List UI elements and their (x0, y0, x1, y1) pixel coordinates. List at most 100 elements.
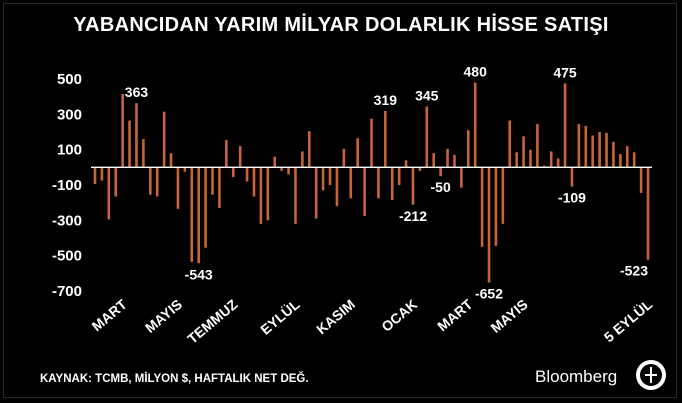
bar (487, 167, 491, 283)
bar (155, 167, 159, 197)
bar (480, 167, 484, 247)
bar (418, 167, 422, 171)
ht-logo-icon (636, 360, 666, 390)
bar (280, 167, 283, 171)
bar (460, 167, 463, 188)
bar (266, 167, 270, 221)
bar (100, 167, 104, 181)
bar (149, 167, 152, 195)
bar (646, 167, 650, 260)
bar (301, 151, 304, 168)
bar (501, 167, 505, 224)
bar (162, 111, 166, 168)
data-label: -212 (399, 208, 427, 224)
bar (307, 131, 311, 168)
x-tick-label: TEMMUZ (184, 296, 240, 347)
bar (384, 110, 387, 168)
bar (612, 141, 615, 168)
bar (411, 167, 415, 205)
bar (128, 120, 131, 168)
data-label: 345 (415, 87, 439, 103)
bloomberg-logo: Bloomberg (535, 367, 618, 386)
bar (142, 139, 145, 168)
bar (619, 154, 622, 168)
bar (446, 148, 449, 168)
bar (473, 82, 477, 168)
bar (169, 153, 173, 168)
y-tick-label: -300 (52, 212, 82, 229)
y-axis-ticks: 500 300 100 -100 -300 -500 -700 (52, 71, 82, 300)
bar (605, 132, 608, 168)
bar (211, 167, 214, 195)
bar (494, 167, 498, 246)
bar (107, 167, 111, 220)
bar (425, 106, 429, 168)
bar (259, 167, 263, 224)
x-tick-label: OCAK (378, 296, 420, 335)
bar (543, 165, 546, 168)
bar (598, 132, 601, 168)
y-tick-label: 300 (57, 106, 82, 123)
source-note: KAYNAK: TCMB, MİLYON $, HAFTALIK NET DEĞ… (40, 373, 309, 385)
bar (121, 94, 124, 168)
bar (218, 167, 221, 208)
bar (363, 167, 366, 216)
bar (190, 167, 194, 262)
bar (377, 167, 380, 199)
bar (549, 151, 553, 168)
bar (183, 167, 187, 172)
data-label: -523 (620, 263, 648, 279)
bar (273, 156, 277, 168)
bar (508, 120, 512, 168)
x-tick-label: MAYIS (142, 296, 185, 336)
data-label: 363 (125, 84, 149, 100)
bar (204, 167, 207, 248)
bar (238, 146, 242, 168)
bar (349, 167, 353, 199)
bar (321, 167, 325, 191)
bar (356, 138, 359, 168)
bar (591, 135, 594, 168)
x-tick-label: KASIM (313, 296, 358, 337)
bar (245, 167, 249, 182)
bar (197, 167, 200, 264)
data-label: 480 (464, 64, 488, 80)
bar (529, 149, 532, 168)
bar (176, 167, 180, 209)
bar (287, 167, 290, 175)
bar (625, 146, 629, 168)
bar (294, 167, 297, 224)
x-tick-label: MAYIS (487, 296, 530, 336)
bar (563, 83, 567, 168)
bar (404, 160, 408, 168)
bar (522, 136, 525, 168)
bar (639, 167, 643, 193)
x-axis-ticks: MART MAYIS TEMMUZ EYLÜL KASIM OCAK MART MAYIS 5 … (89, 296, 656, 347)
data-labels: 363 -543 319 -212 345 -50 480 -652 475 -109 -523 (125, 64, 648, 302)
data-label: 319 (374, 92, 398, 108)
bar (570, 167, 574, 187)
bar (439, 167, 442, 177)
bar (225, 139, 228, 168)
bar (515, 152, 518, 168)
y-tick-label: -700 (52, 283, 82, 300)
bar (466, 130, 470, 168)
bar (252, 167, 256, 197)
bar (632, 152, 636, 168)
bar (536, 124, 539, 168)
x-tick-label: 5 EYLÜL (601, 296, 656, 346)
bar (342, 148, 346, 168)
y-tick-label: 500 (57, 71, 82, 88)
bar (390, 167, 394, 201)
x-tick-label: MART (89, 296, 131, 335)
data-label: -652 (475, 286, 503, 302)
bar (453, 154, 456, 168)
data-label: -543 (185, 266, 213, 282)
bar (314, 167, 318, 219)
data-label: -50 (431, 179, 451, 195)
x-tick-label: MART (434, 296, 476, 335)
data-label: 475 (553, 64, 577, 80)
bar (370, 118, 373, 168)
bar (328, 167, 332, 185)
